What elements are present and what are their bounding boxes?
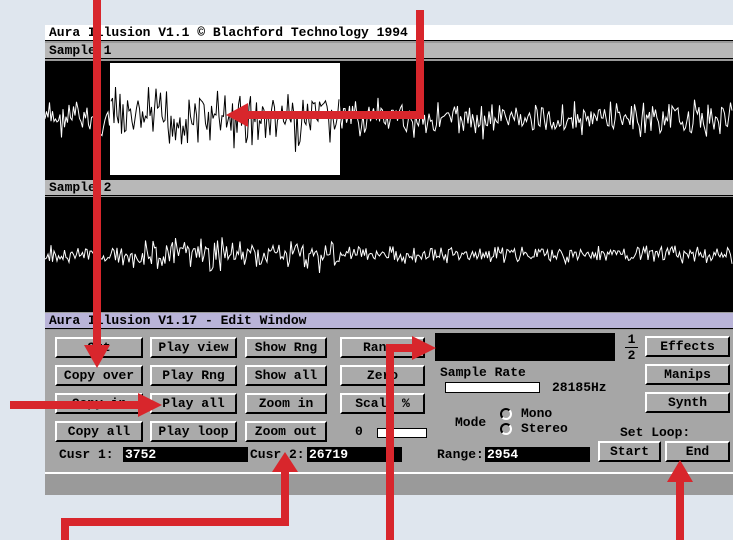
- button[interactable]: Copy all: [55, 421, 143, 442]
- mode-label: Mode: [455, 415, 486, 430]
- mode-option: Stereo: [521, 421, 568, 436]
- button[interactable]: Zoom out: [245, 421, 327, 442]
- window-title: Sample 1: [45, 43, 733, 59]
- cursor2-label: Cusr 2:: [250, 447, 305, 462]
- button[interactable]: Show all: [245, 365, 327, 386]
- sample-rate: 28185Hz: [552, 380, 607, 395]
- screen-title: Aura Illusion V1.1 © Blachford Technolog…: [45, 25, 733, 41]
- range-value: 2954: [485, 447, 590, 462]
- button[interactable]: Cut: [55, 337, 143, 358]
- cursor1-value: 3752: [123, 447, 248, 462]
- set-loop-label: Set Loop:: [620, 425, 690, 440]
- window-title: Aura Illusion V1.17 - Edit Window: [45, 313, 733, 329]
- button[interactable]: Play all: [150, 393, 237, 414]
- button[interactable]: Play loop: [150, 421, 237, 442]
- cursor2-value: 26719: [307, 447, 402, 462]
- page: Aura Illusion V1.1 © Blachford Technolog…: [0, 0, 733, 540]
- info-field: [435, 333, 615, 361]
- button[interactable]: Copy in: [55, 393, 143, 414]
- window-title: Sample 2: [45, 180, 733, 196]
- button[interactable]: Effects: [645, 336, 730, 357]
- button[interactable]: Zero: [340, 365, 425, 386]
- button[interactable]: Zoom in: [245, 393, 327, 414]
- button[interactable]: Synth: [645, 392, 730, 413]
- button[interactable]: Play view: [150, 337, 237, 358]
- button[interactable]: Play Rng: [150, 365, 237, 386]
- page-number: 1: [625, 332, 638, 348]
- waveform-2: [45, 197, 733, 312]
- button[interactable]: Show Rng: [245, 337, 327, 358]
- edit-panel: Cut Copy over Copy in Copy all Play view Play…: [45, 330, 733, 472]
- cursor1-label: Cusr 1:: [59, 447, 114, 462]
- radio[interactable]: [500, 423, 512, 435]
- sample-rate-label: Sample Rate: [440, 365, 526, 380]
- scale-value: 0: [355, 422, 363, 442]
- button[interactable]: Range: [340, 337, 425, 358]
- slider[interactable]: [377, 428, 427, 438]
- button[interactable]: Start: [598, 441, 661, 462]
- range-label: Range:: [437, 447, 484, 462]
- button[interactable]: Manips: [645, 364, 730, 385]
- status-bar: [45, 472, 733, 495]
- waveform-1: [45, 61, 733, 181]
- mode-option: Mono: [521, 406, 552, 421]
- radio[interactable]: [500, 408, 512, 420]
- screen: Aura Illusion V1.1 © Blachford Technolog…: [45, 25, 733, 495]
- page-number: 2: [625, 348, 638, 363]
- button[interactable]: Scale %: [340, 393, 425, 414]
- slider[interactable]: [445, 382, 540, 393]
- button[interactable]: Copy over: [55, 365, 143, 386]
- button[interactable]: End: [665, 441, 730, 462]
